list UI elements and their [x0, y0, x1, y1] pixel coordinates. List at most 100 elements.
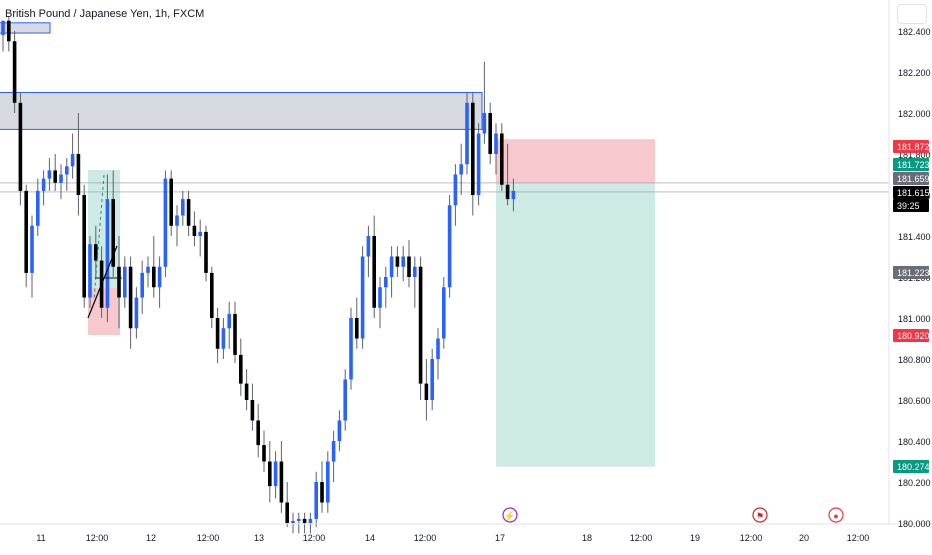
svg-text:181.872: 181.872: [897, 142, 930, 152]
candle: [285, 482, 289, 528]
time-tick-label: 12:00: [414, 533, 437, 543]
candle: [297, 512, 301, 534]
candle: [279, 441, 284, 513]
candle: [192, 211, 197, 247]
time-tick-label: 14: [365, 533, 375, 543]
projection-line[interactable]: [93, 174, 105, 301]
candle: [314, 471, 318, 528]
candle: [372, 215, 376, 318]
candle: [88, 236, 92, 308]
candle: [94, 225, 98, 277]
price-axis[interactable]: 182.400182.200182.000181.800181.600181.4…: [898, 27, 931, 529]
uk-flag-icon[interactable]: ⚑: [752, 507, 768, 523]
candle: [308, 512, 313, 534]
candle: [215, 307, 220, 364]
candle: [227, 301, 231, 349]
candle: [505, 143, 510, 206]
price-tick-label: 180.400: [898, 437, 931, 447]
price-tick-label: 181.400: [898, 232, 931, 242]
candle: [424, 359, 429, 421]
candle: [30, 215, 34, 298]
candle: [18, 92, 23, 206]
lightning-icon[interactable]: ⚡: [502, 507, 518, 523]
price-tick-label: 180.000: [898, 519, 931, 529]
candle: [436, 328, 440, 380]
trend-line[interactable]: [87, 245, 118, 319]
record-icon[interactable]: ●: [828, 507, 844, 523]
candle: [262, 430, 266, 472]
time-tick-label: 11: [36, 533, 45, 543]
candle: [401, 246, 405, 282]
candle: [41, 170, 46, 206]
candle: [442, 277, 446, 349]
time-axis[interactable]: 11 12:00 12 12:00 13 12:00 14 12:00 17 18 12:00 19 1…: [36, 533, 869, 543]
time-tick-label: 17: [495, 533, 505, 543]
candle: [488, 102, 492, 165]
candle: [407, 240, 411, 288]
time-tick-label: 12:00: [86, 533, 109, 543]
candle: [117, 236, 121, 329]
time-tick-label: 20: [799, 533, 809, 543]
candle: [157, 256, 162, 308]
earlier-stop-zone[interactable]: [88, 288, 120, 335]
time-tick-label: 19: [690, 533, 700, 543]
candle: [268, 441, 272, 503]
candle: [384, 266, 388, 308]
svg-text:181.723: 181.723: [897, 160, 930, 170]
candle: [244, 369, 249, 411]
candle: [233, 301, 237, 364]
price-tick-label: 182.400: [898, 27, 931, 37]
candle: [494, 123, 498, 175]
candle: [413, 256, 417, 308]
candle: [123, 256, 127, 308]
candle: [355, 297, 359, 349]
candle: [360, 246, 365, 349]
candle: [418, 256, 423, 400]
time-tick-label: 13: [254, 533, 264, 543]
candle: [447, 195, 452, 298]
candle: [53, 154, 57, 191]
candle: [59, 164, 63, 200]
candle: [76, 113, 81, 216]
candle: [221, 318, 226, 359]
svg-text:181.223: 181.223: [897, 268, 930, 278]
svg-text:⚡: ⚡: [504, 510, 515, 522]
candle: [111, 170, 115, 277]
candle: [186, 190, 191, 236]
candle: [343, 369, 347, 431]
event-markers[interactable]: ⚡ ⚑ ●: [502, 507, 844, 523]
candle: [482, 61, 487, 144]
stop-loss-zone[interactable]: [496, 139, 655, 183]
candle: [169, 170, 173, 236]
candle: [465, 92, 469, 175]
time-tick-label: 12:00: [847, 533, 870, 543]
price-tick-label: 182.200: [898, 68, 931, 78]
svg-text:180.274: 180.274: [897, 462, 930, 472]
time-tick-label: 18: [582, 533, 592, 543]
candle: [198, 219, 202, 257]
price-badge: 181.872: [893, 140, 930, 153]
candle: [471, 92, 475, 216]
earlier-target-zone[interactable]: [88, 170, 120, 288]
candle: [378, 277, 382, 329]
candle: [181, 190, 185, 226]
chart-settings-button[interactable]: [897, 4, 927, 24]
candle: [1, 20, 5, 52]
candle: [476, 123, 481, 206]
candle: [12, 31, 17, 113]
svg-text:⚑: ⚑: [756, 511, 764, 521]
take-profit-zone[interactable]: [496, 182, 655, 467]
supply-zone[interactable]: [0, 92, 483, 130]
time-tick-label: 12:00: [303, 533, 326, 543]
price-badge: 181.659: [893, 172, 930, 185]
candle: [140, 260, 144, 314]
candle: [366, 225, 371, 277]
candle: [459, 143, 463, 195]
price-badge: 180.920: [893, 329, 930, 342]
symbol-title[interactable]: British Pound / Japanese Yen, 1h, FXCM: [5, 8, 205, 20]
supply-zone[interactable]: [0, 22, 51, 34]
price-tick-label: 180.800: [898, 355, 931, 365]
candle: [331, 430, 336, 482]
